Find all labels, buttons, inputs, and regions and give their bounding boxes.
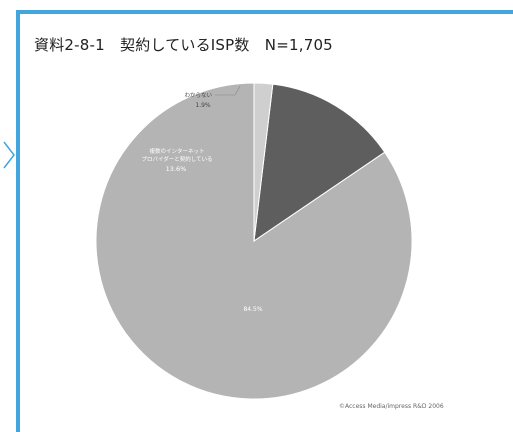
copyright-text: ©Access Media/impress R&D 2006 xyxy=(339,403,444,410)
pie-slice-3 xyxy=(253,82,274,242)
slice-3-leader-line xyxy=(215,85,241,96)
slice-1-value-label: 84.5% xyxy=(243,306,262,313)
side-pointer-icon xyxy=(3,141,15,169)
pie-slice-2 xyxy=(253,83,386,243)
slice-2-label-line-1: 複数のインターネット xyxy=(149,147,204,155)
chart-title: 資料2-8-1 契約しているISP数 N=1,705 xyxy=(34,36,333,54)
pie-slice-1 xyxy=(95,82,413,400)
slice-2-value-label: 13.6% xyxy=(166,165,187,173)
slice-3-value-label: 1.9% xyxy=(195,102,211,109)
slice-3-label: わからない xyxy=(184,92,212,99)
slice-2-label-line-2: プロバイダーと契約している xyxy=(141,155,212,163)
